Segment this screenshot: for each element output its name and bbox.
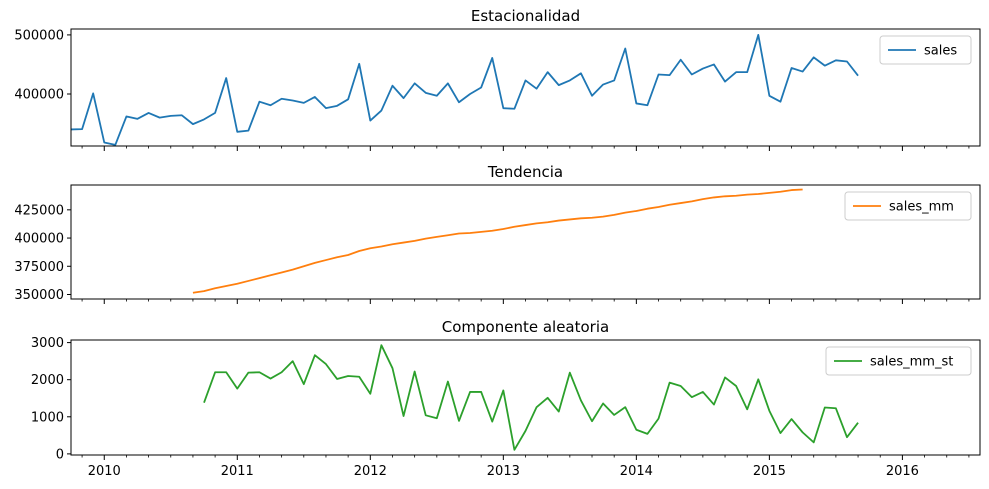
x-tick-label: 2010	[88, 464, 121, 479]
legend-label: sales_mm_st	[870, 355, 953, 370]
y-tick-label: 2000	[31, 373, 64, 388]
x-tick-label: 2015	[753, 464, 786, 479]
x-tick-label: 2016	[886, 464, 919, 479]
x-tick-label: 2014	[620, 464, 653, 479]
y-tick-label: 1000	[31, 410, 64, 425]
x-tick-label: 2013	[487, 464, 520, 479]
axes-frame	[70, 339, 981, 456]
legend	[844, 191, 972, 221]
y-tick-label: 350000	[14, 288, 64, 303]
y-tick-label: 400000	[14, 88, 64, 103]
axes-frame	[70, 184, 981, 300]
subplot-2: Tendencia 350000 375000 400000 425000 sales_m…	[14, 163, 981, 304]
chart-title: Estacionalidad	[471, 7, 580, 25]
x-tick-label: 2011	[221, 464, 254, 479]
chart-title: Tendencia	[487, 163, 563, 181]
subplot-1: Estacionalidad 400000 500000 sales	[14, 7, 981, 151]
series-line-sales	[70, 34, 859, 146]
y-tick-label: 375000	[14, 260, 64, 275]
axes-frame	[70, 28, 981, 147]
legend-label: sales	[924, 44, 957, 59]
chart-title: Componente aleatoria	[442, 318, 609, 336]
y-tick-label: 3000	[31, 336, 64, 351]
legend-label: sales_mm	[889, 200, 954, 215]
series-line-sales_mm_st	[203, 344, 859, 451]
y-tick-label: 500000	[14, 28, 64, 43]
y-tick-label: 400000	[14, 232, 64, 247]
series-line-sales_mm	[192, 188, 803, 294]
subplot-3: Componente aleatoria 0 1000 2000 3000 2010 201…	[31, 318, 981, 479]
x-tick-label: 2012	[354, 464, 387, 479]
y-tick-label: 0	[56, 447, 64, 462]
legend	[879, 35, 972, 65]
y-tick-label: 425000	[14, 203, 64, 218]
legend	[825, 346, 972, 376]
